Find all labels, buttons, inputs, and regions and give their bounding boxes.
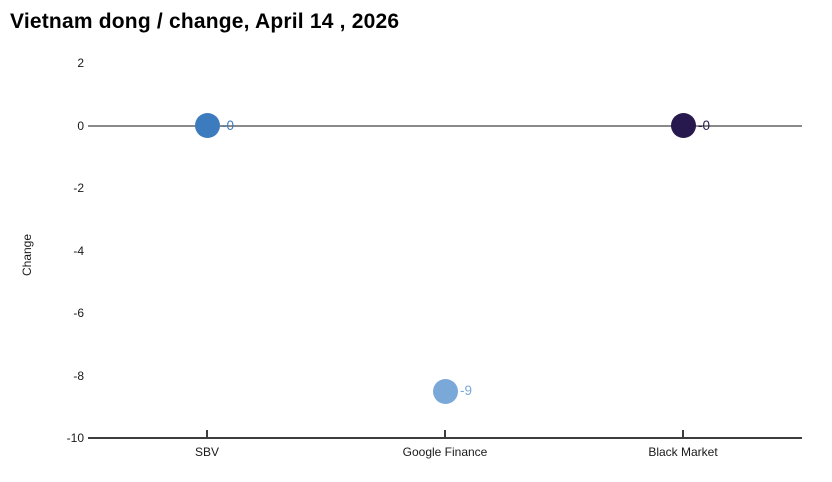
x-category-label: SBV — [194, 445, 220, 459]
data-point-sbv[interactable] — [194, 113, 220, 138]
data-point-value-label: -9 — [460, 383, 473, 399]
chart-title: Vietnam dong / change, April 14 , 2026 — [10, 10, 400, 33]
x-category-label: Google Finance — [402, 445, 488, 459]
zero-gridline — [88, 124, 802, 127]
y-tick-label: -4 — [73, 243, 84, 258]
y-tick-label: 2 — [77, 56, 84, 70]
x-category-label: Black Market — [648, 445, 718, 459]
x-axis-tick — [206, 430, 208, 438]
data-point-google-finance[interactable] — [432, 378, 458, 404]
x-axis-tick — [682, 430, 684, 438]
x-axis-tick — [444, 430, 446, 438]
y-tick-label: 0 — [77, 118, 84, 133]
y-tick-label: -8 — [73, 368, 84, 383]
data-point-value-label: -0 — [698, 117, 711, 133]
y-tick-label: -6 — [73, 306, 84, 320]
y-tick-label: -2 — [73, 181, 84, 195]
data-point-value-label: -0 — [222, 117, 235, 133]
x-axis-line — [88, 437, 802, 439]
data-point-black-market[interactable] — [670, 113, 696, 138]
y-tick-label: -10 — [66, 431, 84, 445]
